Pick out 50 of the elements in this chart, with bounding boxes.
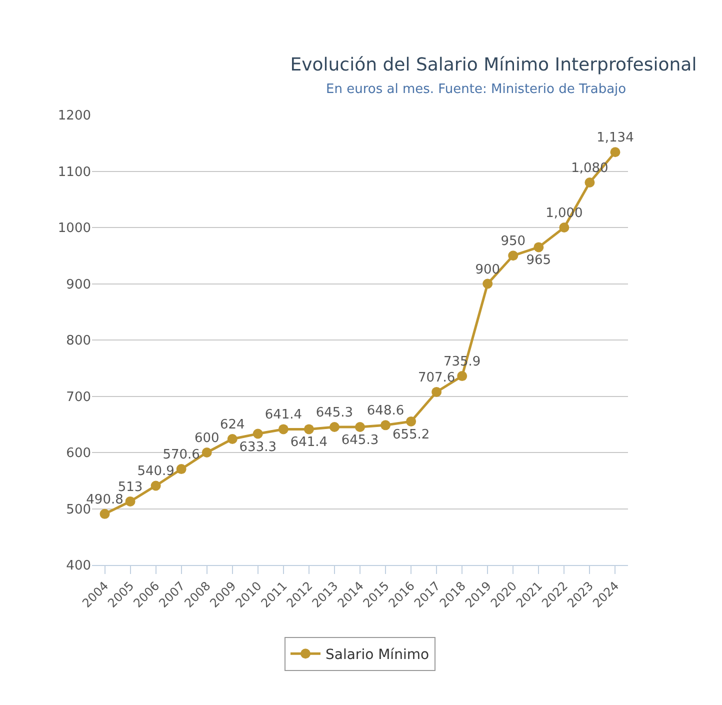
data-label: 655.2: [392, 427, 430, 442]
y-tick-label: 500: [66, 502, 91, 518]
data-label: 1,134: [596, 130, 634, 146]
point: [482, 278, 493, 289]
y-tick-label: 400: [66, 558, 91, 574]
point: [406, 416, 416, 426]
point: [278, 424, 288, 434]
y-tick-label: 1200: [58, 108, 91, 124]
data-label: 648.6: [366, 404, 404, 419]
data-label: 950: [500, 234, 526, 250]
chart-subtitle: En euros al mes. Fuente: Ministerio de Trabajo: [326, 82, 626, 97]
y-tick-label: 1100: [58, 164, 91, 180]
y-tick-label: 900: [66, 277, 91, 292]
point: [508, 250, 518, 261]
data-label: 965: [526, 253, 552, 268]
point: [355, 422, 365, 432]
point: [534, 242, 544, 252]
data-label: 641.4: [290, 435, 328, 450]
point: [176, 464, 186, 474]
y-tick-label: 700: [66, 390, 91, 405]
y-tick-label: 600: [66, 446, 91, 462]
data-label: 645.3: [341, 433, 379, 448]
data-label: 570.6: [162, 448, 200, 463]
point: [202, 448, 212, 458]
point: [329, 422, 340, 432]
point: [432, 386, 442, 397]
data-label: 513: [118, 480, 143, 495]
data-label: 645.3: [316, 406, 354, 421]
data-label: 624: [220, 418, 245, 432]
point: [559, 222, 570, 232]
y-tick-label: 1000: [58, 221, 91, 236]
chart-title: Evolución del Salario Mínimo Interprofesional: [290, 54, 697, 76]
data-label: 707.6: [418, 370, 456, 386]
point: [100, 508, 110, 519]
point: [150, 480, 161, 491]
point: [584, 178, 595, 188]
data-label: 540.9: [137, 464, 174, 480]
data-label: 900: [475, 262, 500, 278]
data-label: 633.3: [239, 440, 277, 455]
point: [125, 496, 136, 506]
point: [304, 424, 314, 434]
data-label: 641.4: [264, 408, 302, 423]
point: [380, 420, 391, 430]
y-tick-label: 800: [66, 334, 91, 349]
data-label: 600: [194, 431, 220, 446]
legend-label: Salario Mínimo: [326, 647, 430, 664]
point: [610, 147, 620, 158]
point: [252, 428, 263, 439]
point: [227, 434, 238, 444]
point: [457, 371, 468, 382]
